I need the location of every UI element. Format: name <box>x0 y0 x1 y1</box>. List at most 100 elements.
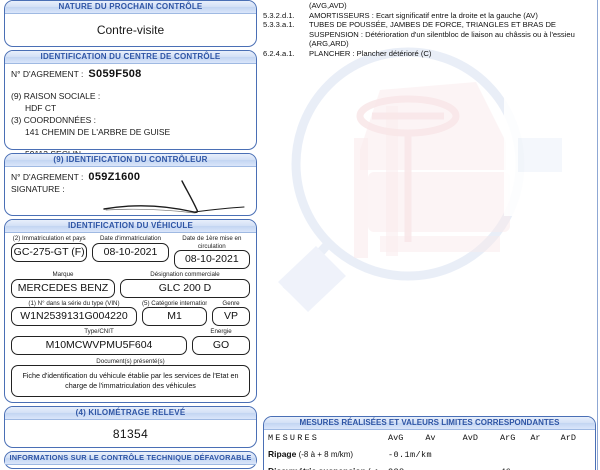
vehicle-field-value-1[interactable]: 08-10-2021 <box>92 242 169 262</box>
vehicle-identification-body: (2) Immatriculation et pays GC-275-GT (F… <box>5 233 256 401</box>
vehicle-field-label-0: (2) Immatriculation et pays <box>12 235 86 242</box>
vehicle-row-make: Marque MERCEDES BENZ Désignation commerc… <box>11 271 250 298</box>
measures-col-avd: AvD <box>462 433 478 443</box>
vehicle-identification-header: IDENTIFICATION DU VÉHICULE <box>5 220 256 233</box>
measures-row-dissymetrie: Dissymétrie suspension ( <= 30% ) 228 46 <box>268 466 591 470</box>
vehicle-field-value-6[interactable]: M1 <box>142 307 207 326</box>
measures-row-front-value: -0.1m/km <box>388 450 433 460</box>
center-agrement-label: N° D'AGREMENT : <box>11 69 84 79</box>
unfavorable-info-panel: INFORMATIONS SUR LE CONTRÔLE TECHNIQUE D… <box>4 451 257 469</box>
defect-code: 6.2.4.a.1. <box>263 48 295 58</box>
measures-col-avg: AvG <box>388 433 404 443</box>
vehicle-field-label-4: Désignation commerciale <box>150 271 220 278</box>
vehicle-identification-panel: IDENTIFICATION DU VÉHICULE (2) Immatricu… <box>4 219 257 403</box>
center-identification-panel: IDENTIFICATION DU CENTRE DE CONTRÔLE N° … <box>4 50 257 171</box>
measures-row-ripage: Ripage (-8 à + 8 m/km) -0.1m/km <box>268 449 591 463</box>
measures-col-av: Av <box>425 433 436 443</box>
vehicle-field-label-1: Date d'immatriculation <box>99 235 161 242</box>
center-raison-sociale-label: (9) RAISON SOCIALE : <box>11 91 101 101</box>
vehicle-field-label-3: Marque <box>52 271 74 278</box>
measures-row-range: (-8 à + 8 m/km) <box>298 450 354 459</box>
defect-text: PLANCHER : Plancher détérioré (C) <box>309 48 432 58</box>
vehicle-field-label-8: Type/CNIT <box>84 328 114 335</box>
signature-ink <box>103 180 245 214</box>
vehicle-field-value-8[interactable]: M10MCWVPMU5F604 <box>11 335 187 355</box>
measures-row-label: Ripage (-8 à + 8 m/km) <box>268 449 388 459</box>
measures-row-label: Dissymétrie suspension ( <= 30% ) <box>268 466 388 470</box>
next-inspection-body: Contre-visite <box>5 14 256 59</box>
next-inspection-header: NATURE DU PROCHAIN CONTRÔLE <box>5 1 256 14</box>
measures-row-range: ( <= 30% ) <box>268 467 382 470</box>
spacer-a <box>11 80 250 90</box>
spacer-b <box>11 138 250 148</box>
measures-col-ard: ArD <box>560 433 576 443</box>
measures-body: MESURES AvG Av AvD ArG Ar ArD Ripage <box>264 430 595 470</box>
right-column: (AVG,AVD) 5.3.2.d.1. AMORTISSEURS : Ecar… <box>261 0 600 470</box>
defect-text: TUBES DE POUSSÉE, JAMBES DE FORCE, TRIAN… <box>309 20 556 30</box>
controller-identification-body: N° D'AGREMENT : 059Z1600 SIGNATURE : <box>5 167 256 227</box>
measures-col-arg: ArG <box>500 433 516 443</box>
defect-code: 5.3.3.a.1. <box>263 20 295 30</box>
defects-list: (AVG,AVD) 5.3.2.d.1. AMORTISSEURS : Ecar… <box>261 0 600 59</box>
mileage-header: (4) KILOMÉTRAGE RELEVÉ <box>5 407 256 420</box>
measures-row-name: Dissymétrie suspension <box>268 466 366 470</box>
signature-label: SIGNATURE : <box>11 184 65 194</box>
vehicle-row-vin: (1) N° dans la série du type (VIN) W1N25… <box>11 299 250 326</box>
vehicle-field-label-6: (5) Catégorie internationale <box>142 299 207 307</box>
controller-identification-header: (9) IDENTIFICATION DU CONTRÔLEUR <box>5 154 256 167</box>
center-identification-header: IDENTIFICATION DU CENTRE DE CONTRÔLE <box>5 51 256 64</box>
mileage-value: 81354 <box>112 427 149 441</box>
signature-area: SIGNATURE : <box>11 180 250 223</box>
controller-agrement-row: N° D'AGREMENT : 059Z1600 <box>11 171 250 183</box>
vehicle-field-value-2[interactable]: 08-10-2021 <box>173 250 250 269</box>
vehicle-row-type: Type/CNIT M10MCWVPMU5F604 Énergie GO <box>11 328 250 355</box>
vehicle-documents-value: Fiche d'identification du véhicule établ… <box>11 365 250 397</box>
measures-row-rear-value: 46 <box>501 467 511 470</box>
measures-header: MESURES RÉALISÉES ET VALEURS LIMITES COR… <box>264 417 595 430</box>
unfavorable-info-header: INFORMATIONS SUR LE CONTRÔLE TECHNIQUE D… <box>5 452 256 465</box>
defect-code: 5.3.2.d.1. <box>263 10 295 20</box>
center-agrement-row: N° D'AGREMENT : S059F508 <box>11 68 250 80</box>
vehicle-field-value-9[interactable]: GO <box>192 335 250 355</box>
defect-item: 6.2.4.a.1. PLANCHER : Plancher détérioré… <box>263 49 592 59</box>
vehicle-field-value-5[interactable]: W1N2539131G004220 <box>11 307 137 326</box>
vehicle-field-label-9: Énergie <box>210 328 232 335</box>
vehicle-field-value-7[interactable]: VP <box>212 307 250 326</box>
mileage-panel: (4) KILOMÉTRAGE RELEVÉ 81354 <box>4 406 257 448</box>
next-inspection-value: Contre-visite <box>96 23 165 37</box>
defect-item: 5.3.3.a.1. TUBES DE POUSSÉE, JAMBES DE F… <box>263 20 592 30</box>
measures-col-ar: Ar <box>530 433 541 443</box>
center-raison-sociale-value: HDF CT <box>25 103 57 113</box>
measures-row-front-value: 228 <box>388 467 405 470</box>
measures-panel: MESURES RÉALISÉES ET VALEURS LIMITES COR… <box>263 416 596 470</box>
vehicle-field-label-2: Date de 1ère mise en circulation <box>182 235 242 250</box>
vehicle-field-label-7: Genre <box>222 299 240 307</box>
measures-row-name: Ripage <box>268 449 297 459</box>
controller-identification-panel: (9) IDENTIFICATION DU CONTRÔLEUR N° D'AG… <box>4 153 257 216</box>
vehicle-field-value-4[interactable]: GLC 200 D <box>120 278 250 298</box>
page-right-edge-rule <box>597 0 598 470</box>
measures-rear-columns: ArG Ar ArD <box>500 433 591 443</box>
center-address-line1: 141 CHEMIN DE L'ARBRE DE GUISE <box>25 127 171 137</box>
measures-column-headers: MESURES AvG Av AvD ArG Ar ArD <box>268 433 591 447</box>
vehicle-documents-label: Document(s) présenté(s) <box>96 357 165 365</box>
defect-item: 5.3.2.d.1. AMORTISSEURS : Ecart signific… <box>263 11 592 21</box>
defect-continuation: SUSPENSION : Détérioration d'un silentbl… <box>309 29 575 49</box>
measures-title-column: MESURES <box>268 433 320 443</box>
left-column: NATURE DU PROCHAIN CONTRÔLE Contre-visit… <box>0 0 261 470</box>
controller-agrement-label: N° D'AGREMENT : <box>11 172 84 182</box>
center-coordonnees-label: (3) COORDONNÉES : <box>11 115 97 125</box>
defect-truncated-first-line: (AVG,AVD) <box>309 1 347 10</box>
vehicle-row-registration: (2) Immatriculation et pays GC-275-GT (F… <box>11 235 250 269</box>
mileage-body: 81354 <box>5 420 256 463</box>
next-inspection-panel: NATURE DU PROCHAIN CONTRÔLE Contre-visit… <box>4 0 257 47</box>
vehicle-field-value-3[interactable]: MERCEDES BENZ <box>11 278 115 298</box>
vehicle-documents-block: Document(s) présenté(s) Fiche d'identifi… <box>11 357 250 397</box>
defect-text: AMORTISSEURS : Ecart significatif entre … <box>309 10 538 20</box>
vehicle-field-value-0[interactable]: GC-275-GT (F) <box>11 242 88 262</box>
vehicle-field-label-5: (1) N° dans la série du type (VIN) <box>28 299 120 307</box>
center-agrement-value: S059F508 <box>88 68 142 80</box>
measures-front-columns: AvG Av AvD <box>388 433 500 443</box>
controller-agrement-value: 059Z1600 <box>88 171 141 183</box>
